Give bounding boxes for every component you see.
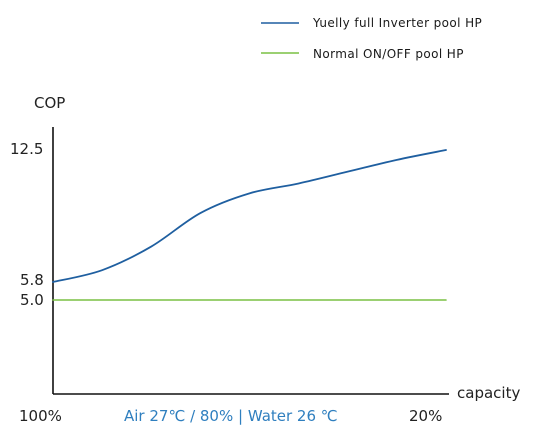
x-tick-label-100: 100% (19, 407, 62, 425)
legend: Yuelly full Inverter pool HP Normal ON/O… (261, 16, 482, 61)
operating-condition-label: Air 27℃ / 80% | Water 26 ℃ (124, 407, 338, 425)
series-line-inverter (52, 149, 447, 283)
x-tick-label-20: 20% (409, 407, 442, 425)
y-axis-title: COP (34, 94, 65, 112)
x-axis-title: capacity (457, 384, 520, 402)
legend-label-onoff: Normal ON/OFF pool HP (313, 47, 464, 61)
y-tick-label-12-5: 12.5 (10, 140, 43, 158)
y-tick-label-5-8: 5.8 (20, 271, 44, 289)
y-tick-label-5-0: 5.0 (20, 291, 44, 309)
legend-label-inverter: Yuelly full Inverter pool HP (312, 16, 482, 30)
